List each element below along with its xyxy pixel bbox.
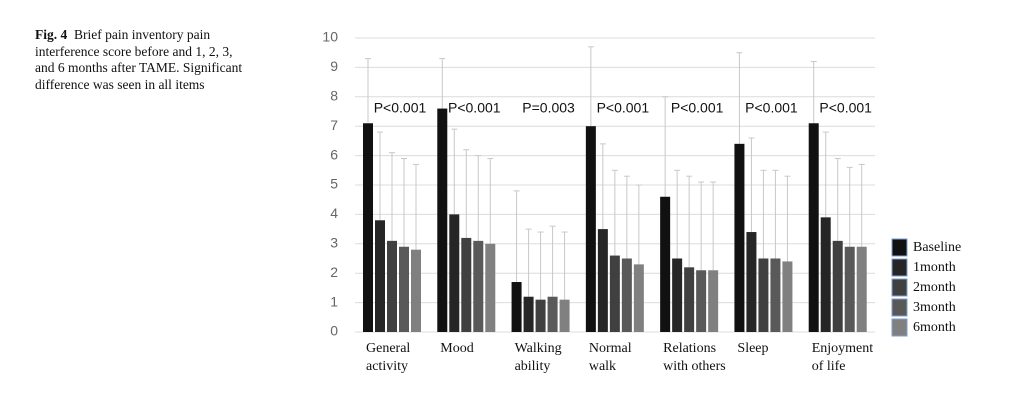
p-value-annotation: P<0.001 [745, 100, 798, 116]
legend-label: Baseline [913, 240, 961, 255]
legend-label: 2month [913, 280, 956, 295]
bar [708, 270, 719, 332]
bar [375, 220, 385, 332]
legend-swatch [891, 318, 908, 337]
bar [449, 214, 460, 332]
x-tick-label: Walking ability [514, 341, 562, 374]
y-tick-label: 7 [330, 117, 338, 133]
bar [461, 237, 472, 332]
y-tick-label: 9 [330, 58, 338, 74]
x-tick-label: Mood [440, 341, 474, 356]
legend-label: 1month [913, 260, 956, 275]
bar [820, 217, 831, 332]
legend-swatch [891, 278, 908, 297]
p-value-annotation: P<0.001 [448, 100, 501, 116]
bar [363, 123, 373, 332]
bar [387, 240, 397, 332]
p-value-annotation: P<0.001 [671, 100, 724, 116]
figure-label: Fig. 4 [35, 27, 68, 42]
bar [399, 246, 409, 332]
legend-label: 3month [913, 300, 956, 315]
x-tick-label: Sleep [737, 341, 769, 356]
bar [734, 143, 745, 332]
x-tick-label: Relations with others [663, 341, 726, 374]
y-tick-label: 6 [330, 146, 338, 162]
caption-text: Brief pain inventory pain interference s… [35, 27, 243, 92]
bar [621, 258, 632, 332]
y-tick-label: 1 [330, 293, 338, 309]
bar [437, 108, 448, 332]
bar [758, 258, 769, 332]
p-value-annotation: P<0.001 [597, 100, 650, 116]
legend-swatch [891, 298, 908, 317]
bar [672, 258, 683, 332]
x-tick-label: Normal walk [588, 341, 632, 374]
bar [523, 296, 534, 332]
y-tick-label: 3 [330, 235, 338, 251]
y-tick-label: 5 [330, 176, 338, 192]
legend-swatch [891, 238, 908, 257]
x-tick-label: Enjoyment of life [811, 341, 874, 374]
bar [547, 296, 558, 332]
p-value-annotation: P=0.003 [522, 100, 575, 116]
y-tick-label: 4 [330, 205, 338, 221]
y-tick-label: 10 [322, 29, 338, 45]
bar [770, 258, 781, 332]
x-tick-label: General activity [366, 341, 411, 374]
bar [633, 264, 644, 332]
bar [485, 243, 496, 332]
bar [597, 229, 608, 332]
bar [473, 240, 484, 332]
bar [856, 246, 867, 332]
bar [832, 240, 843, 332]
bar [746, 232, 757, 332]
bar [559, 299, 570, 332]
p-value-annotation: P<0.001 [819, 100, 872, 116]
bar [609, 255, 620, 332]
figure-caption: Fig. 4 Brief pain inventory pain interfe… [35, 27, 255, 93]
bar [511, 282, 522, 332]
bar [660, 196, 671, 332]
y-tick-label: 8 [330, 88, 338, 104]
bar [696, 270, 707, 332]
bar [844, 246, 855, 332]
bar [782, 261, 793, 332]
y-tick-label: 0 [330, 323, 338, 339]
bar [535, 299, 546, 332]
bar [585, 126, 596, 332]
y-tick-label: 2 [330, 264, 338, 280]
bar [684, 267, 695, 332]
legend-label: 6month [913, 320, 956, 335]
bar [411, 249, 421, 332]
legend-swatch [891, 258, 908, 277]
bar [808, 123, 819, 332]
p-value-annotation: P<0.001 [374, 100, 427, 116]
